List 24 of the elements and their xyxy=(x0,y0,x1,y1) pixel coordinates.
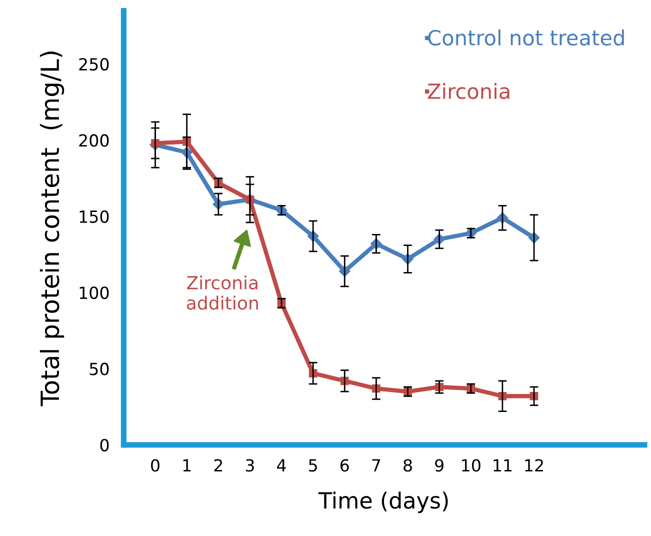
x-tick-label: 4 xyxy=(277,459,286,472)
x-tick-label: 2 xyxy=(214,459,222,472)
x-tick-label: 1 xyxy=(183,459,191,472)
y-tick-label: 100 xyxy=(80,286,109,300)
y-tick-label: 150 xyxy=(80,210,109,223)
legend-label: Zirconia xyxy=(428,82,510,100)
x-tick-label: 11 xyxy=(494,459,512,472)
x-tick-label: 8 xyxy=(404,459,412,472)
y-tick-label: 250 xyxy=(79,58,109,71)
x-tick-label: 5 xyxy=(309,459,317,472)
y-tick-label: 50 xyxy=(90,362,109,376)
x-tick-label: 6 xyxy=(340,459,349,472)
x-tick-label: 7 xyxy=(372,459,380,472)
x-tick-label: 0 xyxy=(151,459,160,472)
x-axis-title: Time (days) xyxy=(318,492,448,514)
x-tick-label: 9 xyxy=(435,459,444,472)
x-tick-label: 10 xyxy=(462,459,480,472)
annotation: Zirconia addition xyxy=(186,276,258,310)
x-tick-label: 3 xyxy=(246,459,254,472)
y-axis-title: Total protein content (mg/L) xyxy=(40,52,64,406)
x-tick-label: 12 xyxy=(525,459,543,472)
y-tick-label: 0 xyxy=(100,438,109,452)
legend-label: Control not treated xyxy=(428,29,624,46)
y-tick-label: 200 xyxy=(79,134,109,147)
